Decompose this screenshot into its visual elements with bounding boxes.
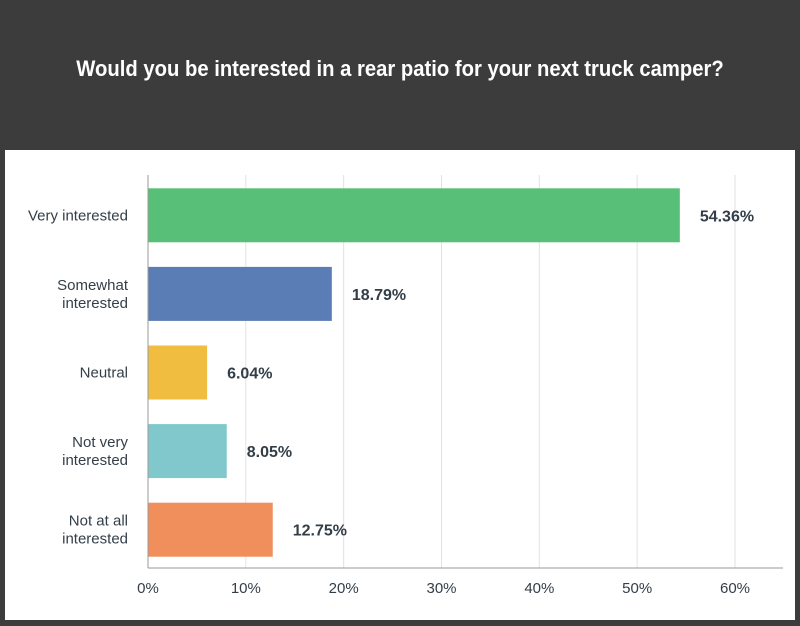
x-tick-label: 60% [720,580,750,597]
x-tick-label: 20% [329,580,359,597]
value-label: 6.04% [227,366,272,383]
value-label: 12.75% [293,523,347,540]
category-label: interested [62,452,128,469]
category-label: Not at all [69,513,128,530]
category-label: interested [62,531,128,548]
category-label: interested [62,295,128,312]
value-label: 18.79% [352,287,406,304]
bar-chart: 54.36%Very interested18.79%Somewhatinter… [28,175,783,597]
x-tick-label: 30% [426,580,456,597]
bar [148,266,332,321]
category-label: Neutral [80,365,128,382]
value-label: 54.36% [700,208,754,225]
bar [148,188,680,243]
chart-title: Would you be interested in a rear patio … [76,56,724,81]
x-tick-label: 10% [231,580,261,597]
category-label: Somewhat [57,277,129,294]
chart-panel: 54.36% Very interested 18.79% Somewhat inter… [5,150,795,620]
bar [148,502,273,557]
header-bar: Would you be interested in a rear patio … [0,0,800,150]
category-label: Very interested [28,207,128,224]
bar [148,345,208,400]
value-label: 8.05% [247,444,292,461]
bar [148,424,227,479]
category-label: Not very [72,434,128,451]
x-tick-label: 50% [622,580,652,597]
x-tick-label: 0% [137,580,159,597]
x-tick-label: 40% [524,580,554,597]
